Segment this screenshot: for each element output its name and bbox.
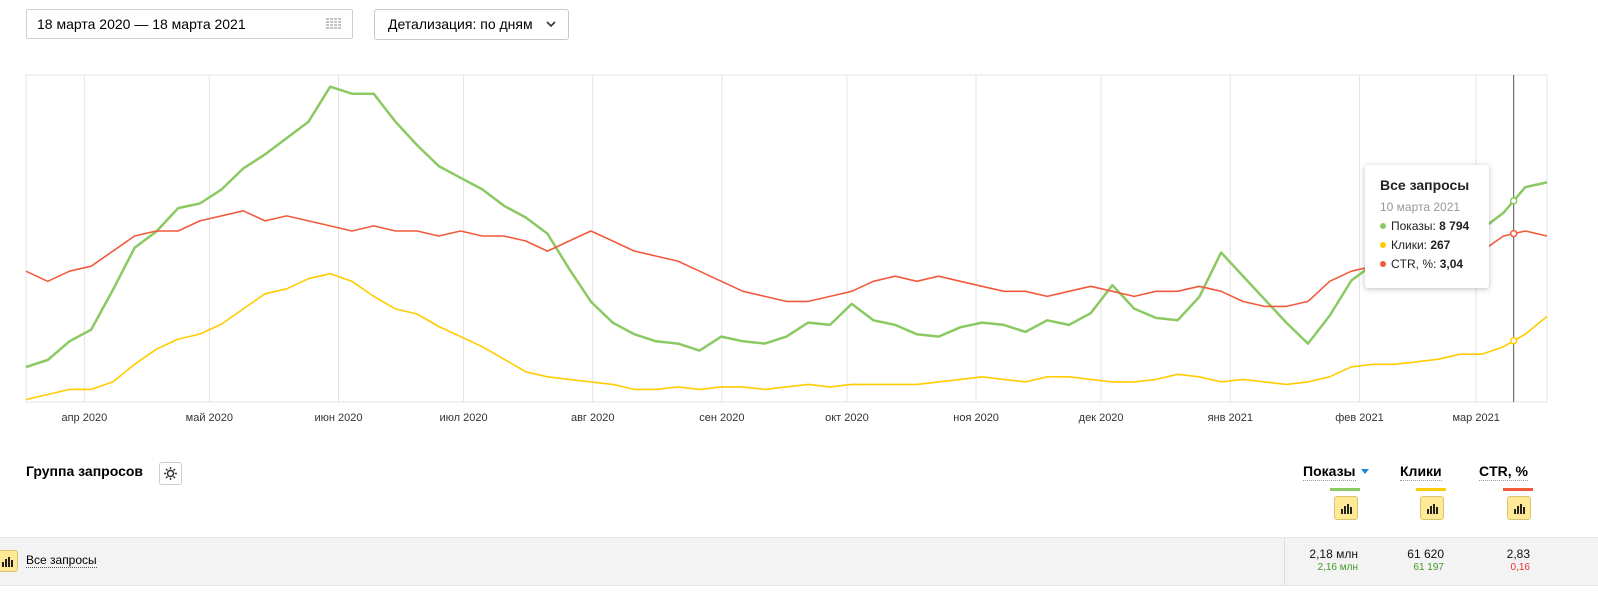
x-tick-label: июл 2020 (439, 412, 487, 424)
cell-ctr: 2,83 0,16 (1507, 547, 1530, 573)
chevron-down-icon (546, 21, 556, 28)
date-range-value: 18 марта 2020 — 18 марта 2021 (37, 16, 246, 32)
x-tick-label: май 2020 (186, 412, 233, 424)
series-line-clicks (25, 272, 1548, 401)
series-line-ctr (25, 210, 1548, 308)
chart-tooltip: Все запросы 10 марта 2021 Показы: 8 794 … (1365, 165, 1489, 288)
series-line-shows (25, 85, 1548, 369)
tooltip-date: 10 марта 2021 (1380, 200, 1461, 214)
cell-clicks-compare: 61 197 (1413, 562, 1444, 573)
chart-toggle-shows[interactable] (1334, 496, 1358, 520)
gear-icon (164, 467, 177, 480)
hover-point (1509, 337, 1518, 345)
group-label: Группа запросов (26, 463, 144, 479)
cell-ctr-value: 2,83 (1506, 547, 1530, 561)
column-header-clicks[interactable]: Клики (1400, 463, 1442, 481)
line-chart: апр 2020 май 2020 июн 2020 июл 2020 авг 2020… (25, 74, 1548, 424)
x-tick-label: сен 2020 (699, 412, 744, 424)
cell-clicks: 61 620 61 197 (1407, 547, 1444, 573)
group-settings-button[interactable] (159, 462, 182, 485)
column-label-ctr: CTR, % (1479, 463, 1528, 481)
cell-shows-compare: 2,16 млн (1317, 562, 1358, 573)
chart-toggle-ctr[interactable] (1507, 496, 1531, 520)
cell-clicks-value: 61 620 (1407, 547, 1444, 561)
bar-chart-icon (1514, 504, 1525, 514)
row-name-link[interactable]: Все запросы (26, 553, 97, 568)
x-tick-label: авг 2020 (571, 412, 615, 424)
date-range-input[interactable]: 18 марта 2020 — 18 марта 2021 (26, 9, 353, 39)
column-header-shows[interactable]: Показы (1303, 463, 1370, 481)
tooltip-title: Все запросы (1380, 177, 1470, 193)
x-tick-label: ноя 2020 (953, 412, 999, 424)
x-tick-label: окт 2020 (825, 412, 869, 424)
x-tick-label: янв 2021 (1208, 412, 1253, 424)
detail-select[interactable]: Детализация: по дням (374, 9, 569, 40)
plot-frame (25, 74, 1548, 403)
calendar-icon (326, 18, 341, 29)
x-tick-label: фев 2021 (1335, 412, 1384, 424)
cell-shows-value: 2,18 млн (1309, 547, 1358, 561)
bar-chart-icon (1427, 504, 1438, 514)
table-row: Все запросы 2,18 млн 2,16 млн 61 620 61 … (0, 537, 1598, 586)
hover-point (1509, 229, 1518, 238)
tooltip-row-ctr: CTR, %: 3,04 (1380, 257, 1489, 271)
chart-toggle-clicks[interactable] (1420, 496, 1444, 520)
row-chart-toggle[interactable] (0, 550, 18, 572)
column-color-ctr (1503, 488, 1533, 491)
x-tick-label: мар 2021 (1452, 412, 1499, 424)
column-color-shows (1330, 488, 1360, 491)
bar-chart-icon (1341, 504, 1352, 514)
tooltip-row-clicks: Клики: 267 (1380, 238, 1489, 252)
column-header-ctr[interactable]: CTR, % (1479, 463, 1528, 481)
sort-desc-icon (1361, 469, 1370, 474)
tooltip-row-shows: Показы: 8 794 (1380, 219, 1489, 233)
column-label-clicks: Клики (1400, 463, 1442, 481)
detail-select-label: Детализация: по дням (388, 16, 533, 32)
cell-shows: 2,18 млн 2,16 млн (1309, 547, 1358, 573)
x-tick-label: июн 2020 (315, 412, 363, 424)
column-label-shows: Показы (1303, 463, 1356, 481)
cell-ctr-compare: 0,16 (1510, 562, 1530, 573)
x-tick-label: дек 2020 (1079, 412, 1124, 424)
row-divider (1284, 538, 1285, 585)
x-tick-label: апр 2020 (61, 412, 107, 424)
bar-chart-icon (2, 557, 13, 567)
column-color-clicks (1416, 488, 1446, 491)
hover-point (1509, 197, 1518, 205)
